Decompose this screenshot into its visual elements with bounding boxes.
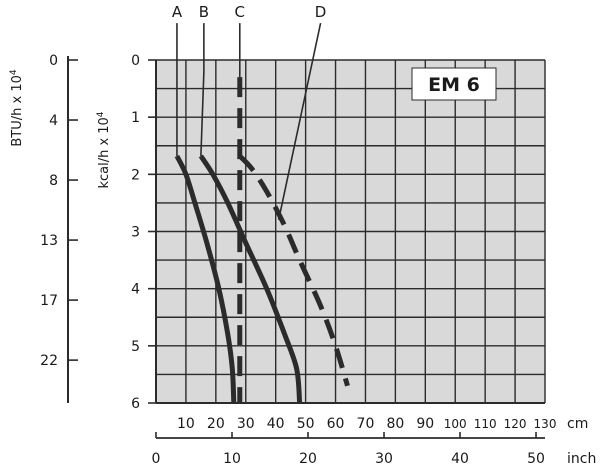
x-inch-tick-label: 50	[527, 451, 545, 467]
x-axis-inch-unit: inch	[567, 451, 596, 467]
x-cm-tick-label: 10	[177, 416, 195, 432]
x-cm-tick-label: 80	[386, 416, 404, 432]
x-cm-tick-label: 110	[474, 417, 497, 431]
x-cm-tick-label: 120	[504, 417, 527, 431]
x-cm-tick-label: 130	[534, 417, 557, 431]
y-kcal-tick-label: 3	[131, 225, 140, 241]
series-b-label: B	[199, 3, 209, 21]
series-d-curve	[237, 154, 350, 387]
x-axis-cm-unit: cm	[567, 416, 588, 432]
x-cm-tick-label: 60	[327, 416, 345, 432]
y-btu-tick-label: 17	[40, 293, 58, 309]
y-kcal-tick-label: 5	[131, 339, 140, 355]
y-btu-tick-label: 8	[49, 173, 58, 189]
x-cm-tick-label: 90	[416, 416, 434, 432]
series-a-label: A	[172, 3, 183, 21]
series-a-curve	[174, 154, 237, 404]
y-axis-btu-label: BTU/h x 104	[9, 69, 25, 147]
x-cm-tick-label: 40	[267, 416, 285, 432]
y-btu-tick-label: 13	[40, 233, 58, 249]
y-btu-tick-label: 22	[40, 353, 58, 369]
x-cm-tick-label: 100	[444, 417, 467, 431]
y-kcal-tick-label: 2	[131, 167, 140, 183]
y-kcal-tick-label: 4	[131, 282, 140, 298]
em6-badge-box	[411, 67, 497, 101]
series-b-curve	[198, 154, 303, 404]
y-kcal-tick-label: 6	[131, 396, 140, 412]
series-c-label: C	[235, 3, 245, 21]
chart-series	[174, 77, 350, 404]
x-inch-tick-label: 20	[299, 451, 317, 467]
y-axis-kcal-label: kcal/h x 104	[96, 111, 112, 188]
y-kcal-tick-label: 0	[131, 53, 140, 69]
x-inch-tick-label: 10	[223, 451, 241, 467]
x-cm-tick-label: 70	[357, 416, 375, 432]
x-inch-tick-label: 0	[152, 451, 161, 467]
series-d-leader	[277, 22, 322, 220]
series-b-leader-2	[200, 71, 205, 157]
y-kcal-tick-label: 1	[131, 110, 140, 126]
axes	[67, 56, 545, 439]
series-d-label: D	[315, 3, 327, 21]
y-btu-tick-label: 4	[49, 113, 58, 129]
x-inch-tick-label: 40	[451, 451, 469, 467]
x-inch-tick-label: 30	[375, 451, 393, 467]
x-cm-tick-label: 30	[237, 416, 255, 432]
em6-badge-label: EM 6	[428, 74, 480, 96]
x-cm-tick-label: 20	[207, 416, 225, 432]
x-cm-tick-label: 50	[297, 416, 315, 432]
y-btu-tick-label: 0	[49, 53, 58, 69]
em6-badge: EM 6	[411, 67, 497, 101]
plot-grid	[156, 60, 546, 404]
